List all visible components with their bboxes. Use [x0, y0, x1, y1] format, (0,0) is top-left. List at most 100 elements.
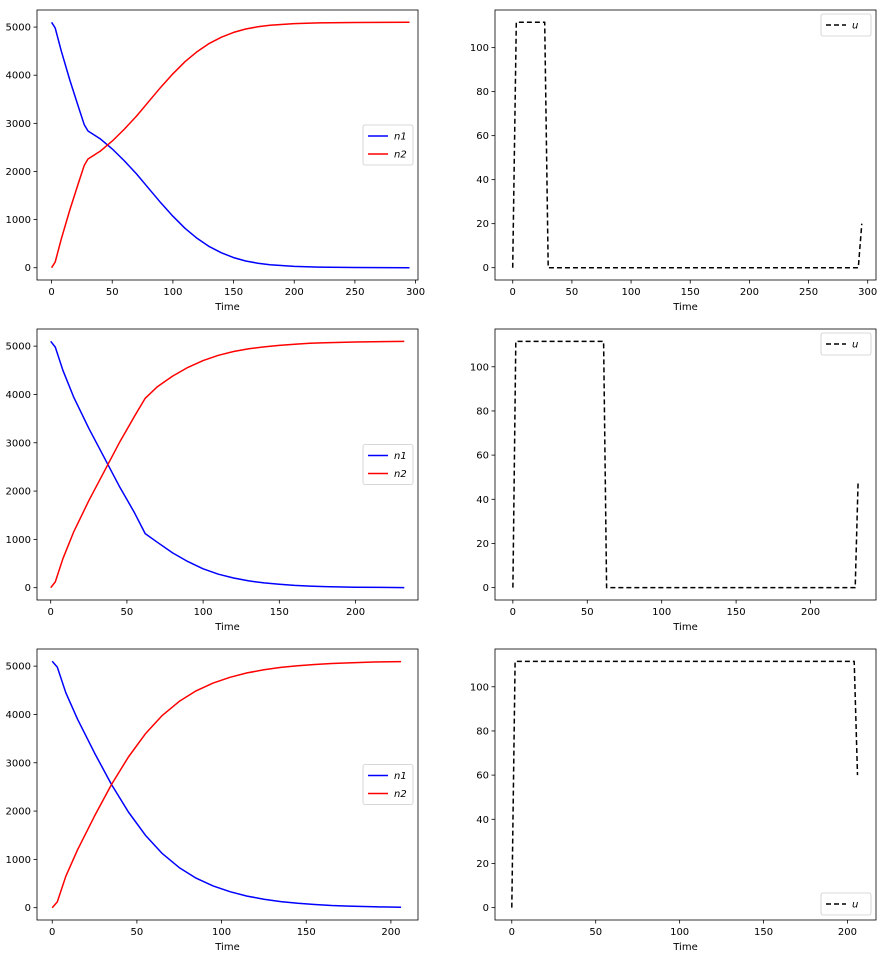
y-tick-label: 0 [25, 903, 31, 914]
y-tick-label: 3000 [6, 438, 31, 449]
legend-label-n1: n1 [394, 451, 407, 462]
series-line-n2 [51, 660, 402, 909]
axes-frame [494, 328, 877, 601]
x-tick-label: 100 [163, 287, 182, 298]
x-tick-label: 250 [345, 287, 364, 298]
y-tick-label: 100 [470, 682, 489, 693]
legend: n1 n2 [362, 124, 414, 166]
y-tick-label: 40 [476, 495, 489, 506]
plot-area [37, 329, 418, 600]
x-tick-label: 0 [49, 927, 55, 938]
plot-area [37, 10, 418, 280]
legend-label-u: u [852, 900, 858, 911]
plot-area [495, 10, 876, 280]
y-tick-label: 3000 [6, 119, 31, 130]
axes-frame [36, 9, 419, 281]
y-tick-label: 2000 [6, 167, 31, 178]
legend-label-n2: n2 [394, 150, 407, 161]
axes-frame [494, 9, 877, 281]
series-line-n1 [50, 340, 405, 589]
x-tick-label: 200 [740, 287, 759, 298]
x-tick-label: 50 [589, 927, 602, 938]
x-tick-label: 150 [224, 287, 243, 298]
y-tick-label: 2000 [6, 807, 31, 818]
y-tick-label: 100 [470, 43, 489, 54]
axes-frame [36, 328, 419, 601]
chart-panel-6: 0 50 100 150 200 0 20 40 60 80 100 Time u [470, 648, 877, 953]
y-tick-label: 1000 [6, 215, 31, 226]
x-tick-label: 200 [801, 607, 820, 618]
y-tick-label: 60 [476, 451, 489, 462]
x-tick-label: 50 [581, 607, 594, 618]
x-tick-label: 0 [48, 287, 54, 298]
y-tick-label: 1000 [6, 535, 31, 546]
legend-label-n2: n2 [394, 469, 407, 480]
legend-box [362, 444, 414, 485]
series-line-u [511, 21, 863, 269]
legend-label-u: u [852, 21, 858, 32]
x-tick-label: 0 [510, 287, 516, 298]
y-tick-label: 5000 [6, 662, 31, 673]
chart-panel-3: 0 50 100 150 200010002000300040005000Timen1n… [6, 328, 419, 633]
axes-frame [36, 648, 419, 921]
x-tick-label: 0 [510, 607, 516, 618]
x-axis-label: Time [214, 302, 239, 313]
y-tick-label: 1000 [6, 855, 31, 866]
y-tick-label: 2000 [6, 487, 31, 498]
legend-label-n2: n2 [394, 789, 407, 800]
series-line-u [512, 340, 859, 589]
x-tick-label: 100 [212, 927, 231, 938]
x-tick-label: 50 [121, 607, 134, 618]
plot-area [495, 329, 876, 600]
y-tick-label: 4000 [6, 390, 31, 401]
legend-label-u: u [852, 340, 858, 351]
x-tick-label: 0 [48, 607, 54, 618]
y-tick-label: 0 [25, 583, 31, 594]
x-tick-label: 150 [297, 927, 316, 938]
x-tick-label: 100 [622, 287, 641, 298]
legend: n1 n2 [362, 764, 414, 805]
y-tick-label: 80 [476, 726, 489, 737]
y-tick-label: 4000 [6, 71, 31, 82]
series-line-n2 [50, 21, 410, 269]
axes-frame [494, 648, 877, 921]
x-tick-label: 200 [285, 287, 304, 298]
x-tick-label: 100 [652, 607, 671, 618]
series-line-u [511, 660, 859, 908]
legend: u [820, 332, 872, 356]
chart-panel-1: 0 50 100 150 200 250 300010002000300040005000T… [6, 9, 425, 313]
series-line-n1 [51, 660, 402, 909]
legend-box [362, 124, 414, 166]
y-tick-label: 20 [476, 219, 489, 230]
legend-label-n1: n1 [394, 132, 407, 143]
legend: u [820, 892, 872, 916]
y-tick-label: 40 [476, 175, 489, 186]
x-tick-label: 200 [346, 607, 365, 618]
x-tick-label: 200 [838, 927, 857, 938]
y-tick-label: 40 [476, 815, 489, 826]
y-tick-label: 5000 [6, 23, 31, 34]
x-tick-label: 150 [270, 607, 289, 618]
legend: n1 n2 [362, 444, 414, 485]
y-tick-label: 0 [25, 263, 31, 274]
x-tick-label: 50 [131, 927, 144, 938]
x-tick-label: 50 [106, 287, 119, 298]
chart-panel-5: 0 50 100 150 200010002000300040005000Timen1n… [6, 648, 419, 953]
x-tick-label: 150 [727, 607, 746, 618]
x-axis-label: Time [214, 942, 239, 953]
y-tick-label: 60 [476, 771, 489, 782]
y-tick-label: 60 [476, 131, 489, 142]
y-tick-label: 5000 [6, 342, 31, 353]
x-tick-label: 0 [509, 927, 515, 938]
y-tick-label: 0 [483, 583, 489, 594]
x-tick-label: 300 [858, 287, 877, 298]
y-tick-label: 4000 [6, 710, 31, 721]
x-tick-label: 250 [799, 287, 818, 298]
x-tick-label: 150 [681, 287, 700, 298]
x-axis-label: Time [672, 942, 697, 953]
legend-box [362, 764, 414, 805]
y-tick-label: 20 [476, 539, 489, 550]
y-tick-label: 100 [470, 362, 489, 373]
